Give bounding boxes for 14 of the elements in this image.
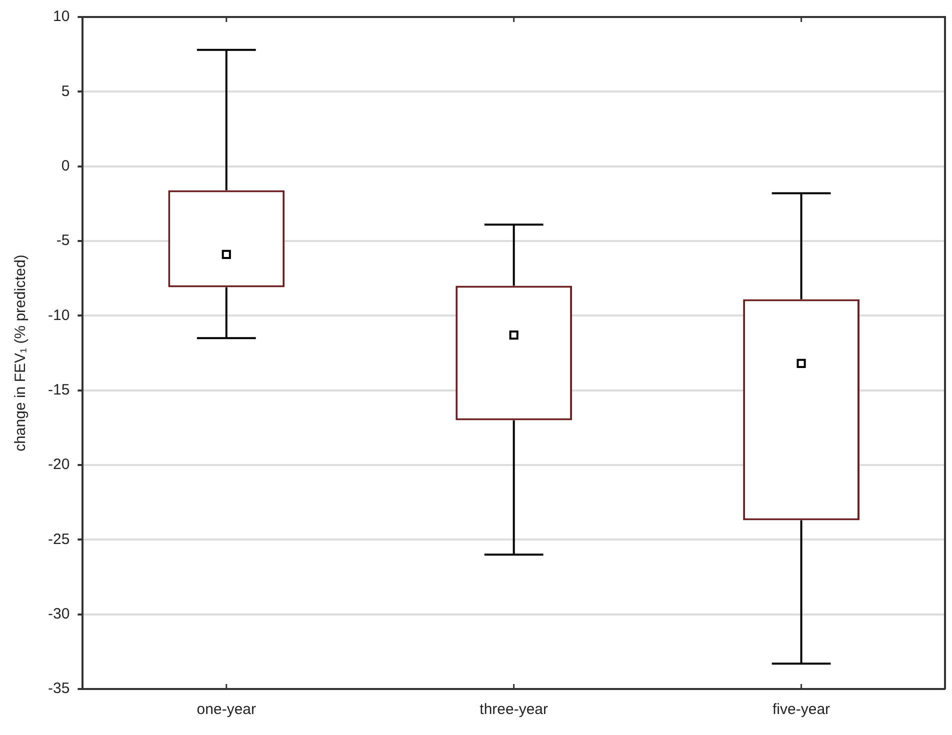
y-tick-label: 5	[61, 82, 70, 100]
y-tick-label: -30	[48, 605, 70, 622]
y-axis-title: change in FEV₁ (% predicted)	[12, 254, 30, 452]
x-tick-label: one-year	[196, 701, 256, 718]
y-tick-label: -25	[48, 530, 70, 548]
y-tick-label: -35	[48, 680, 70, 698]
y-tick-label: 0	[61, 157, 70, 174]
x-tick-label: five-year	[772, 701, 830, 718]
y-tick-label: -20	[48, 456, 70, 474]
y-tick-label: -5	[56, 232, 70, 250]
y-tick-label: -15	[48, 381, 70, 398]
x-tick-label: three-year	[480, 701, 548, 718]
y-tick-label: -10	[48, 306, 70, 324]
y-tick-label: 10	[52, 8, 70, 26]
